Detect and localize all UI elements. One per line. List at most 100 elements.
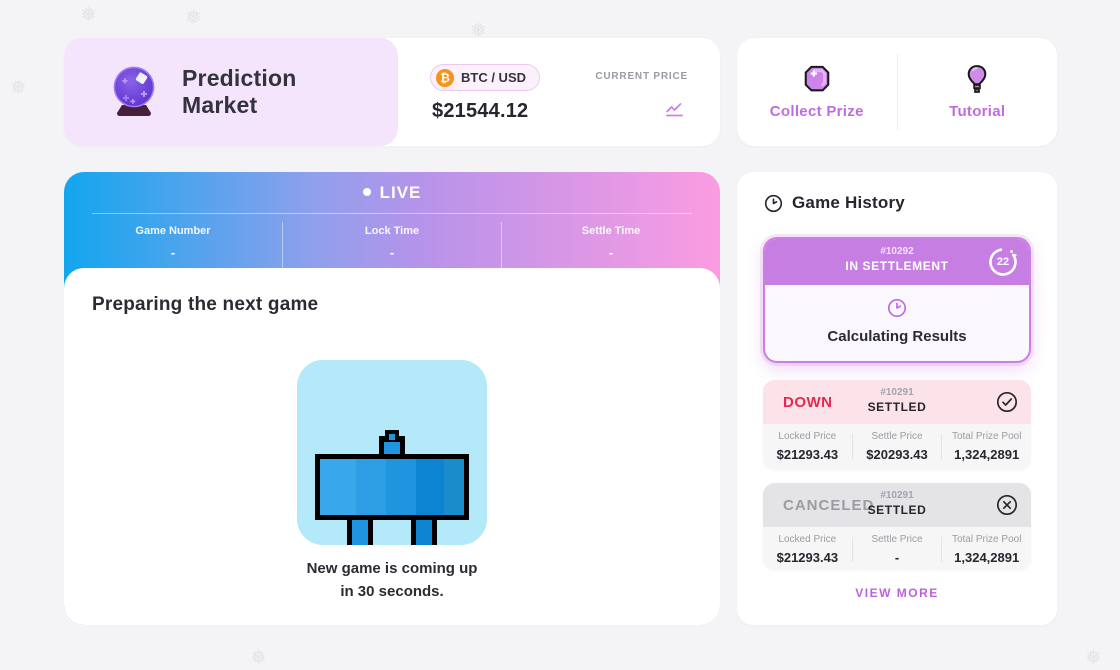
live-dot: [362, 188, 371, 196]
field-divider: [941, 537, 943, 562]
snowflake-decoration: ❅: [185, 7, 202, 29]
view-more-button[interactable]: VIEW MORE: [855, 586, 939, 600]
actions-divider: [896, 54, 898, 130]
snowflake-decoration: ❅: [470, 20, 487, 42]
stage-heading: Preparing the next game: [92, 294, 319, 315]
lightbulb-icon: [967, 65, 987, 93]
settlement-game-id: #10292: [880, 246, 914, 257]
tutorial-button[interactable]: Tutorial: [898, 38, 1058, 146]
settle-price-label: Settle Price: [871, 534, 923, 545]
down-card-fields: Locked Price $21293.43 Settle Price $202…: [763, 424, 1031, 470]
history-title: Game History: [792, 193, 905, 212]
stat-divider: [282, 222, 283, 268]
canceled-card-header: CANCELED #10291 SETTLED: [763, 483, 1031, 527]
settle-time-label: Settle Time: [581, 225, 641, 237]
countdown-ring-icon: [989, 248, 1017, 276]
pair-label: BTC / USD: [461, 70, 526, 85]
current-price-label: CURRENT PRICE: [595, 71, 688, 82]
check-circle-icon: [996, 391, 1018, 413]
brand-card: Prediction Market: [64, 38, 398, 146]
total-prize-pool-label: Total Prize Pool: [951, 534, 1022, 545]
game-history-panel: Game History #10292 IN SETTLEMENT 22: [737, 172, 1057, 625]
crystal-ball-icon: [113, 66, 155, 116]
price-chart-icon[interactable]: [664, 98, 686, 118]
total-prize-pool-value: 1,324,2891: [954, 550, 1020, 565]
canceled-card-fields: Locked Price $21293.43 Settle Price - To…: [763, 527, 1031, 570]
pixel-sign-graphic: [315, 430, 469, 545]
settlement-card-header: #10292 IN SETTLEMENT 22: [765, 239, 1029, 285]
field-divider: [941, 434, 943, 459]
lock-time-value: -: [389, 245, 395, 260]
tutorial-label: Tutorial: [949, 103, 1006, 120]
caption-line-1: New game is coming up: [306, 560, 478, 577]
canceled-status: SETTLED: [867, 503, 927, 517]
bitcoin-icon: ₿: [436, 68, 454, 87]
caption-line-2: in 30 seconds.: [340, 582, 444, 600]
locked-price-value: $21293.43: [776, 447, 839, 462]
collect-prize-button[interactable]: Collect Prize: [737, 38, 897, 146]
snowflake-decoration: ❅: [10, 77, 27, 99]
canceled-game-id: #10291: [880, 490, 914, 501]
field-divider: [851, 537, 853, 562]
collect-prize-label: Collect Prize: [769, 103, 864, 120]
cross-circle-icon: [996, 494, 1018, 516]
history-card-down: DOWN #10291 SETTLED Locked Price $21293.…: [763, 380, 1031, 470]
game-number-label: Game Number: [135, 225, 211, 237]
down-result-label: DOWN: [783, 393, 833, 411]
live-divider: [92, 213, 692, 214]
price-block: ₿ BTC / USD $21544.12 CURRENT PRICE: [398, 38, 720, 146]
down-status: SETTLED: [867, 400, 927, 414]
header-card: Prediction Market ₿ BTC / USD $21544.12 …: [64, 38, 720, 146]
settlement-countdown: 22: [986, 245, 1020, 279]
settlement-message: Calculating Results: [827, 328, 967, 345]
lock-time-label: Lock Time: [364, 225, 420, 237]
locked-price-value: $21293.43: [776, 550, 839, 565]
prize-gem-icon: [804, 65, 830, 92]
live-stats-row: Game Number - Lock Time - Settle Time -: [64, 220, 720, 268]
settle-price-value: -: [894, 550, 900, 565]
stat-divider: [501, 222, 502, 268]
settle-price-field: Settle Price -: [853, 534, 942, 565]
down-card-ids: #10291 SETTLED: [763, 380, 1031, 414]
locked-price-label: Locked Price: [778, 431, 837, 442]
lock-time-stat: Lock Time -: [283, 220, 501, 268]
history-card-canceled: CANCELED #10291 SETTLED Locked Price $21…: [763, 483, 1031, 570]
actions-card: Collect Prize Tutorial: [737, 38, 1057, 146]
current-price-value: $21544.12: [432, 100, 529, 122]
settlement-card-body: Calculating Results: [765, 298, 1029, 361]
total-prize-pool-value: 1,324,2891: [954, 447, 1020, 462]
game-number-stat: Game Number -: [64, 220, 282, 268]
canceled-card-ids: #10291 SETTLED: [763, 483, 1031, 517]
snowflake-decoration: ❅: [250, 647, 267, 669]
history-title-row: Game History: [764, 193, 905, 213]
field-divider: [851, 434, 853, 459]
game-number-value: -: [170, 245, 176, 260]
live-panel: LIVE Game Number - Lock Time - Settle Ti…: [64, 172, 720, 625]
game-stage: Preparing the next game: [64, 268, 720, 625]
locked-price-label: Locked Price: [778, 534, 837, 545]
countdown-value: 22: [996, 256, 1010, 268]
snowflake-decoration: ❅: [80, 4, 97, 26]
settlement-status-badge: IN SETTLEMENT: [845, 259, 949, 273]
stage-caption: New game is coming up in 30 seconds.: [64, 558, 720, 603]
settle-time-stat: Settle Time -: [502, 220, 720, 268]
locked-price-field: Locked Price $21293.43: [763, 534, 852, 565]
total-prize-pool-label: Total Prize Pool: [951, 431, 1022, 442]
settle-price-field: Settle Price $20293.43: [853, 431, 942, 462]
history-card-in-settlement: #10292 IN SETTLEMENT 22: [763, 237, 1031, 363]
live-badge-label: LIVE: [379, 183, 422, 202]
sign-illustration: [297, 360, 487, 545]
calculating-clock-icon: [765, 298, 1029, 323]
snowflake-decoration: ❅: [1085, 647, 1102, 669]
total-prize-pool-field: Total Prize Pool 1,324,2891: [942, 431, 1031, 462]
live-badge: LIVE: [64, 183, 720, 203]
down-game-id: #10291: [880, 387, 914, 398]
pair-selector[interactable]: ₿ BTC / USD: [430, 64, 540, 91]
down-card-header: DOWN #10291 SETTLED: [763, 380, 1031, 424]
canceled-result-label: CANCELED: [783, 496, 875, 514]
settle-price-label: Settle Price: [871, 431, 923, 442]
settle-time-value: -: [608, 245, 614, 260]
clock-icon: [764, 194, 783, 212]
locked-price-field: Locked Price $21293.43: [763, 431, 852, 462]
